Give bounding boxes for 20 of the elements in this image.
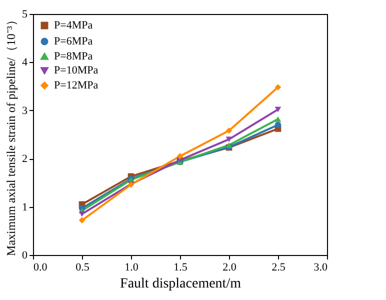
legend-label: P=10MPa: [54, 64, 98, 76]
legend-label: P=4MPa: [54, 20, 93, 32]
y-tick-label: 4: [22, 56, 28, 69]
y-tick-label: 2: [22, 153, 28, 166]
x-axis-title: Fault displacement/m: [120, 276, 242, 292]
x-tick-label: 1.0: [124, 262, 139, 274]
legend-label: P=12MPa: [54, 80, 98, 92]
x-tick-label: 1.5: [174, 262, 188, 274]
y-tick-label: 5: [22, 8, 28, 20]
x-tick-label: 2.0: [222, 262, 237, 274]
legend-label: P=8MPa: [54, 50, 93, 62]
y-tick-label: 3: [22, 104, 28, 117]
y-axis-title: Maximum axial tensile strain of pipeline/（10⁻³）: [4, 14, 18, 256]
x-tick-label: 3.0: [314, 262, 328, 274]
x-tick-label: 0.0: [34, 262, 48, 274]
y-tick-label: 0: [22, 250, 28, 262]
legend-label: P=6MPa: [54, 36, 93, 48]
x-tick-label: 0.5: [76, 262, 90, 274]
y-tick-label: 1: [22, 201, 28, 214]
x-tick-label: 2.5: [272, 262, 286, 274]
